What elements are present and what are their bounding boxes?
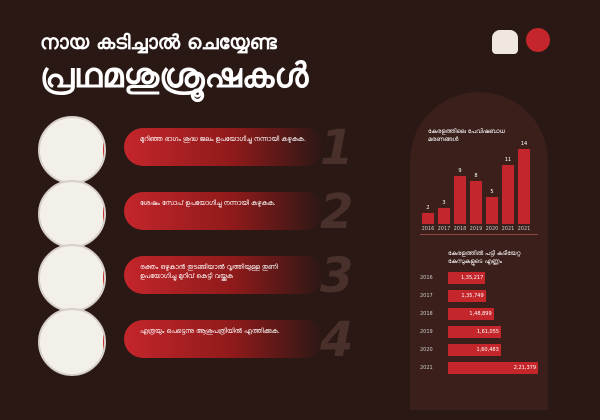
bites-year-label: 2020 bbox=[420, 347, 433, 353]
bites-value-label: 1,60,483 bbox=[476, 347, 499, 353]
deaths-value-label: 2 bbox=[426, 205, 430, 212]
step-2: ശേഷം സോപ് ഉപയോഗിച്ചു നന്നായി കഴുകുക. 2 bbox=[38, 180, 368, 248]
bites-bar bbox=[448, 290, 486, 302]
deaths-bar bbox=[438, 208, 450, 224]
deaths-bar bbox=[422, 213, 434, 224]
bites-year-label: 2019 bbox=[420, 329, 433, 335]
soap-hands-icon bbox=[38, 180, 106, 248]
bites-value-label: 1,61,055 bbox=[476, 329, 500, 335]
bites-value-label: 1,48,899 bbox=[469, 311, 492, 317]
stats-panel: കേരളത്തിലെ പേവിഷബാധ മരണങ്ങൾ 2 2016 3 2017 9 2… bbox=[410, 92, 548, 410]
page-title: പ്രഥമശുശ്രൂഷകൾ bbox=[40, 56, 309, 96]
step-number: 4 bbox=[320, 312, 354, 368]
bites-year-label: 2017 bbox=[420, 293, 433, 299]
deaths-value-label: 9 bbox=[458, 168, 462, 174]
step-text: ശേഷം സോപ് ഉപയോഗിച്ചു നന്നായി കഴുകുക. bbox=[124, 192, 324, 230]
deaths-year-tick: 2019 bbox=[469, 226, 483, 232]
hospital-icon bbox=[38, 308, 106, 376]
bites-bar bbox=[448, 308, 494, 320]
deaths-bar bbox=[502, 165, 514, 224]
bites-bar bbox=[448, 344, 501, 356]
deaths-bar bbox=[486, 197, 498, 224]
deaths-value-label: 14 bbox=[520, 141, 528, 148]
step-4: എത്രയും പെട്ടെന്നു ആശുപത്രിയിൽ എത്തിക്കു… bbox=[38, 308, 368, 376]
step-text: രക്തം ഒഴുകാൻ തുടങ്ങിയാൽ വൃത്തിയുള്ള തുണി… bbox=[124, 256, 324, 294]
step-3: രക്തം ഒഴുകാൻ തുടങ്ങിയാൽ വൃത്തിയുള്ള തുണി… bbox=[38, 244, 368, 312]
bites-bar bbox=[448, 326, 502, 338]
bites-year-label: 2018 bbox=[420, 311, 433, 317]
deaths-year-tick: 2021 bbox=[501, 226, 515, 232]
deaths-value-label: 11 bbox=[504, 157, 512, 164]
deaths-value-label: 8 bbox=[474, 173, 478, 180]
deaths-bar bbox=[518, 149, 530, 224]
bites-value-label: 1,35,749 bbox=[461, 293, 484, 299]
kerala-emblem-icon bbox=[492, 30, 518, 54]
deaths-year-tick: 2020 bbox=[485, 226, 499, 232]
deaths-chart-title: കേരളത്തിലെ പേവിഷബാധ മരണങ്ങൾ bbox=[428, 128, 506, 143]
deaths-year-tick: 2017 bbox=[437, 226, 451, 232]
bites-bar bbox=[448, 362, 538, 374]
step-text: മുറിഞ്ഞ ഭാഗം ശുദ്ധ ജലം ഉപയോഗിച്ചു നന്നായ… bbox=[124, 128, 324, 166]
deaths-value-label: 5 bbox=[490, 189, 494, 196]
deaths-year-tick: 2021 bbox=[517, 226, 531, 232]
bites-value-label: 2,21,379 bbox=[513, 365, 536, 371]
deaths-year-tick: 2018 bbox=[453, 226, 467, 232]
tap-water-hands-icon bbox=[38, 116, 106, 184]
bites-year-label: 2016 bbox=[420, 275, 433, 281]
deaths-value-label: 3 bbox=[442, 200, 446, 206]
bandaged-hand-icon bbox=[38, 244, 106, 312]
bites-bar bbox=[448, 272, 486, 284]
bites-chart-title: കേരളത്തിൽ പട്ടി കടിയേറ്റ കേസുകളുടെ എണ്ണം bbox=[448, 250, 521, 265]
deaths-bar bbox=[470, 181, 482, 224]
deaths-bar bbox=[454, 176, 466, 224]
panel-divider bbox=[420, 234, 538, 235]
bites-year-label: 2021 bbox=[420, 365, 433, 371]
deaths-year-tick: 2016 bbox=[421, 226, 435, 232]
step-number: 2 bbox=[320, 184, 354, 240]
bites-value-label: 1,35,217 bbox=[461, 275, 484, 281]
step-text: എത്രയും പെട്ടെന്നു ആശുപത്രിയിൽ എത്തിക്കു… bbox=[124, 320, 324, 358]
step-number: 3 bbox=[320, 248, 354, 304]
department-logo-icon bbox=[526, 28, 550, 52]
header-line1: നായ കടിച്ചാൽ ചെയ്യേണ്ട bbox=[40, 30, 277, 54]
step-number: 1 bbox=[320, 120, 354, 176]
step-1: മുറിഞ്ഞ ഭാഗം ശുദ്ധ ജലം ഉപയോഗിച്ചു നന്നായ… bbox=[38, 116, 368, 184]
